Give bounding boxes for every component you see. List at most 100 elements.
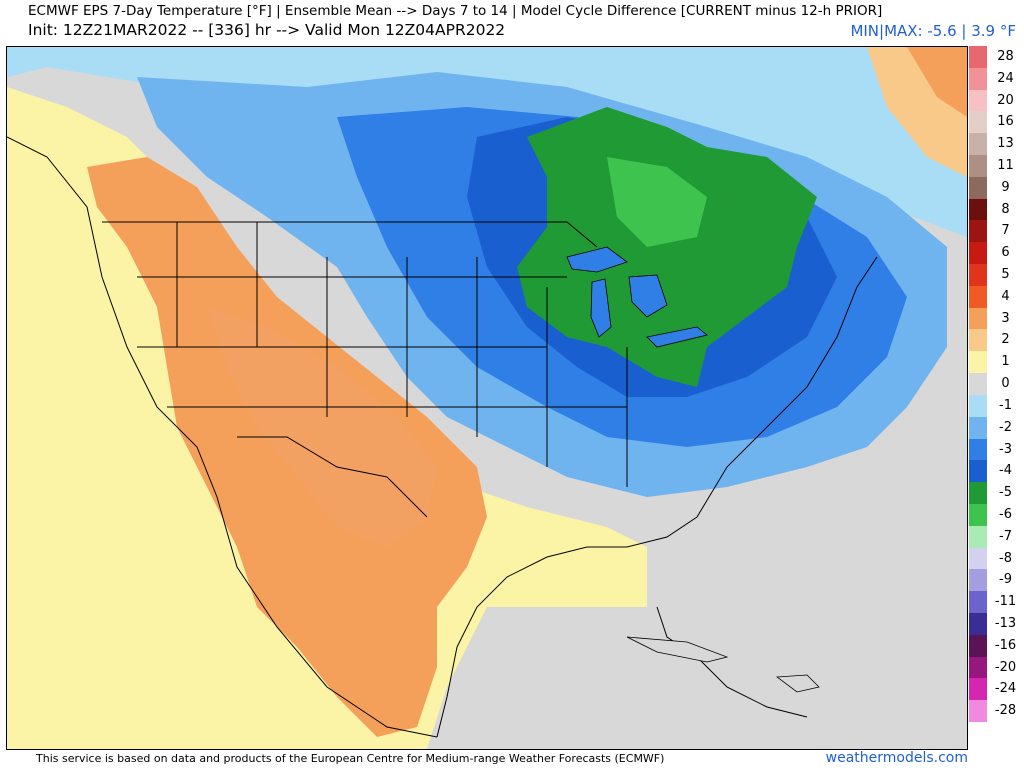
legend-row: 16 xyxy=(969,111,1024,134)
legend-row: 5 xyxy=(969,264,1024,286)
legend-row: -7 xyxy=(969,525,1024,548)
legend-row: -28 xyxy=(969,700,1024,722)
legend-swatch xyxy=(969,307,987,330)
legend-label: 4 xyxy=(1001,288,1010,304)
legend-row: -16 xyxy=(969,634,1024,657)
legend-label: -20 xyxy=(994,659,1017,675)
legend-label: -4 xyxy=(999,463,1012,479)
footer: This service is based on data and produc… xyxy=(0,750,1024,768)
legend-swatch xyxy=(969,482,987,504)
legend-label: 13 xyxy=(997,136,1014,152)
lake-erie xyxy=(646,326,708,348)
max-cold-core xyxy=(607,157,707,247)
northern-anomaly-region xyxy=(7,47,967,237)
legend-label: -9 xyxy=(999,572,1012,588)
legend-label: 16 xyxy=(997,114,1014,130)
legend-row: 0 xyxy=(969,373,1024,395)
legend-row: 9 xyxy=(969,176,1024,199)
legend-row: 6 xyxy=(969,242,1024,265)
legend-row: 20 xyxy=(969,89,1024,112)
legend-row: -6 xyxy=(969,503,1024,526)
legend-label: 20 xyxy=(997,92,1014,108)
init-valid-line: Init: 12Z21MAR2022 -- [336] hr --> Valid… xyxy=(28,21,506,39)
lake-superior xyxy=(566,246,628,273)
legend-swatch xyxy=(969,329,987,352)
legend-label: 8 xyxy=(1001,201,1010,217)
lake-michigan xyxy=(590,278,612,338)
legend-label: 7 xyxy=(1001,223,1010,239)
legend-swatch xyxy=(969,678,987,701)
legend-label: 28 xyxy=(997,49,1014,64)
southwest-warm-core xyxy=(207,307,437,547)
legend-swatch xyxy=(969,569,987,592)
legend-row: -4 xyxy=(969,460,1024,483)
legend-label: 9 xyxy=(1001,179,1010,195)
legend-label: -6 xyxy=(999,506,1012,522)
legend-row: 11 xyxy=(969,155,1024,177)
map-title: ECMWF EPS 7-Day Temperature [°F] | Ensem… xyxy=(28,3,883,19)
legend-swatch xyxy=(969,656,987,679)
legend-swatch xyxy=(969,351,987,374)
legend-label: -8 xyxy=(999,550,1012,566)
legend-swatch xyxy=(969,89,987,112)
legend-swatch xyxy=(969,700,987,722)
legend-swatch xyxy=(969,503,987,526)
legend-row: 28 xyxy=(969,46,1024,68)
map-canvas xyxy=(7,47,967,749)
legend-label: 6 xyxy=(1001,245,1010,261)
legend-label: -13 xyxy=(994,615,1017,631)
legend-label: 5 xyxy=(1001,267,1010,283)
forecast-map xyxy=(6,46,968,750)
legend-row: -3 xyxy=(969,438,1024,461)
legend-swatch xyxy=(969,612,987,635)
legend-row: -20 xyxy=(969,656,1024,679)
legend-swatch xyxy=(969,373,987,395)
legend-swatch xyxy=(969,634,987,657)
legend-row: -8 xyxy=(969,547,1024,570)
cuba xyxy=(626,636,729,663)
legend-swatch xyxy=(969,220,987,243)
legend-swatch xyxy=(969,416,987,439)
legend-label: 24 xyxy=(997,70,1014,86)
legend-row: 3 xyxy=(969,307,1024,330)
header: ECMWF EPS 7-Day Temperature [°F] | Ensem… xyxy=(0,0,1024,46)
brand-link[interactable]: weathermodels.com xyxy=(825,750,968,766)
legend-label: -16 xyxy=(994,637,1017,653)
hispaniola xyxy=(775,674,820,693)
legend-swatch xyxy=(969,591,987,613)
legend-label: 3 xyxy=(1001,310,1010,326)
legend-label: 11 xyxy=(997,158,1014,174)
legend-row: 8 xyxy=(969,198,1024,221)
legend-label: -1 xyxy=(999,397,1012,413)
ecmwf-credit: This service is based on data and produc… xyxy=(36,752,665,765)
legend-row: -5 xyxy=(969,482,1024,504)
legend-row: -13 xyxy=(969,612,1024,635)
legend-label: 1 xyxy=(1001,354,1010,370)
lake-huron xyxy=(628,274,668,318)
legend-swatch xyxy=(969,394,987,417)
legend-swatch xyxy=(969,242,987,265)
legend-swatch xyxy=(969,67,987,90)
legend-label: -7 xyxy=(999,528,1012,544)
legend-swatch xyxy=(969,460,987,483)
legend-label: 2 xyxy=(1001,332,1010,348)
boundary-lines xyxy=(7,136,878,738)
legend-swatch xyxy=(969,264,987,286)
legend-swatch xyxy=(969,155,987,177)
min-max-readout: MIN|MAX: -5.6 | 3.9 °F xyxy=(850,22,1016,40)
legend-swatch xyxy=(969,198,987,221)
legend-swatch xyxy=(969,525,987,548)
legend-swatch xyxy=(969,285,987,308)
legend-row: 13 xyxy=(969,133,1024,156)
legend-label: -28 xyxy=(994,703,1017,719)
legend-swatch xyxy=(969,176,987,199)
legend-row: -1 xyxy=(969,394,1024,417)
legend-row: -9 xyxy=(969,569,1024,592)
legend-label: 0 xyxy=(1001,376,1010,392)
legend-label: -5 xyxy=(999,485,1012,501)
legend-swatch xyxy=(969,46,987,68)
legend-row: 4 xyxy=(969,285,1024,308)
legend-label: -3 xyxy=(999,441,1012,457)
legend-row: -24 xyxy=(969,678,1024,701)
greenland-warm-core xyxy=(907,47,967,117)
